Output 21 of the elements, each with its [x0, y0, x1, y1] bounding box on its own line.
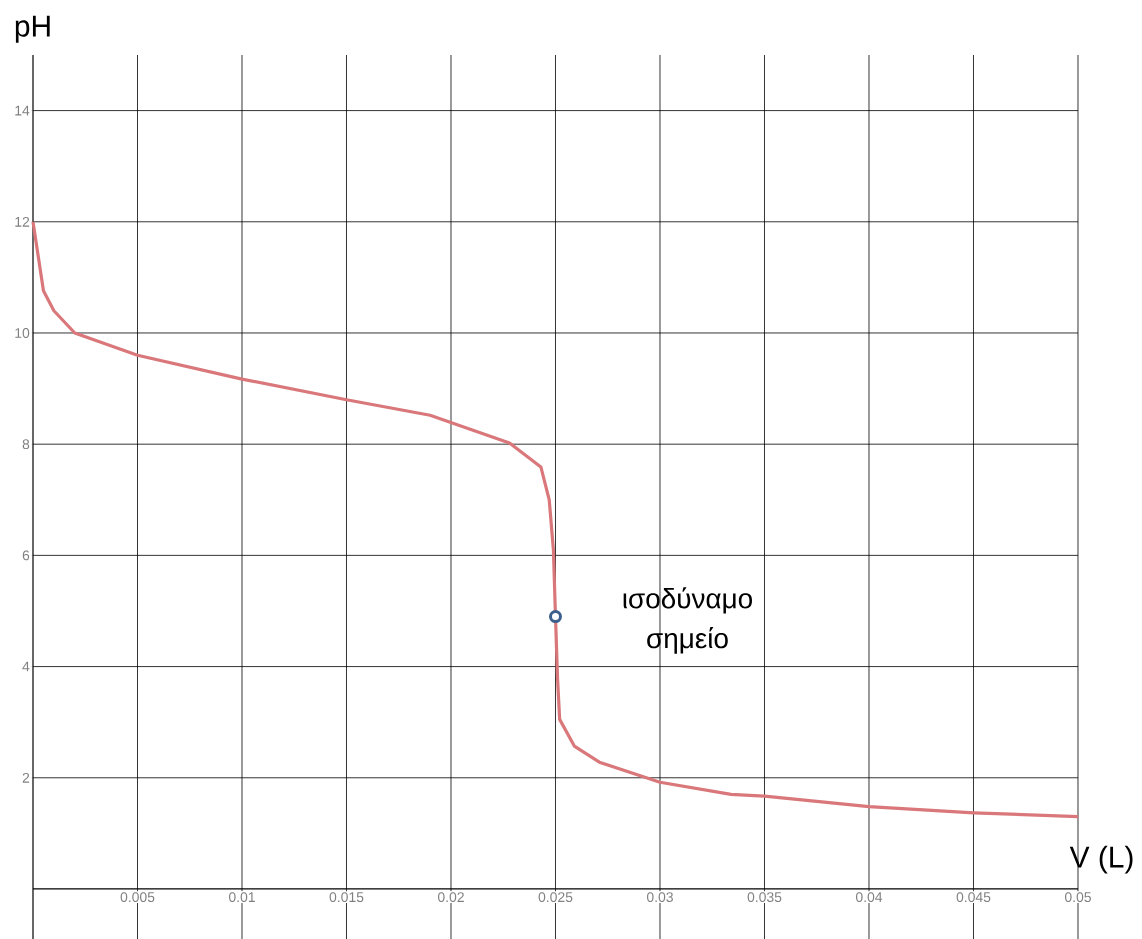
y-tick-label: 4 — [22, 661, 30, 672]
y-tick-label: 8 — [22, 439, 30, 450]
x-tick-label: 0.05 — [1064, 892, 1091, 903]
x-tick-label: 0.025 — [538, 892, 573, 903]
x-tick-label: 0.005 — [120, 892, 155, 903]
y-tick-label: 14 — [15, 105, 30, 116]
x-tick-label: 0.035 — [747, 892, 782, 903]
x-tick-label: 0.02 — [437, 892, 464, 903]
y-axis-title: pH — [15, 15, 50, 43]
y-tick-label: 10 — [15, 328, 30, 338]
y-tick-label: 6 — [22, 550, 30, 561]
line-series — [31, 220, 1080, 819]
y-tick-label: 2 — [22, 772, 30, 783]
x-tick-label: 0.04 — [855, 892, 883, 903]
x-tick-label: 0.03 — [646, 892, 673, 903]
annotation: ισοδύναμο σημείο — [623, 587, 752, 654]
x-axis-title: V (L) — [1069, 845, 1133, 874]
x-tick-label: 0.015 — [329, 892, 364, 903]
y-tick-label: 12 — [15, 216, 30, 227]
x-tick-label: 0.01 — [228, 892, 255, 903]
x-tick-label: 0.045 — [956, 892, 991, 903]
